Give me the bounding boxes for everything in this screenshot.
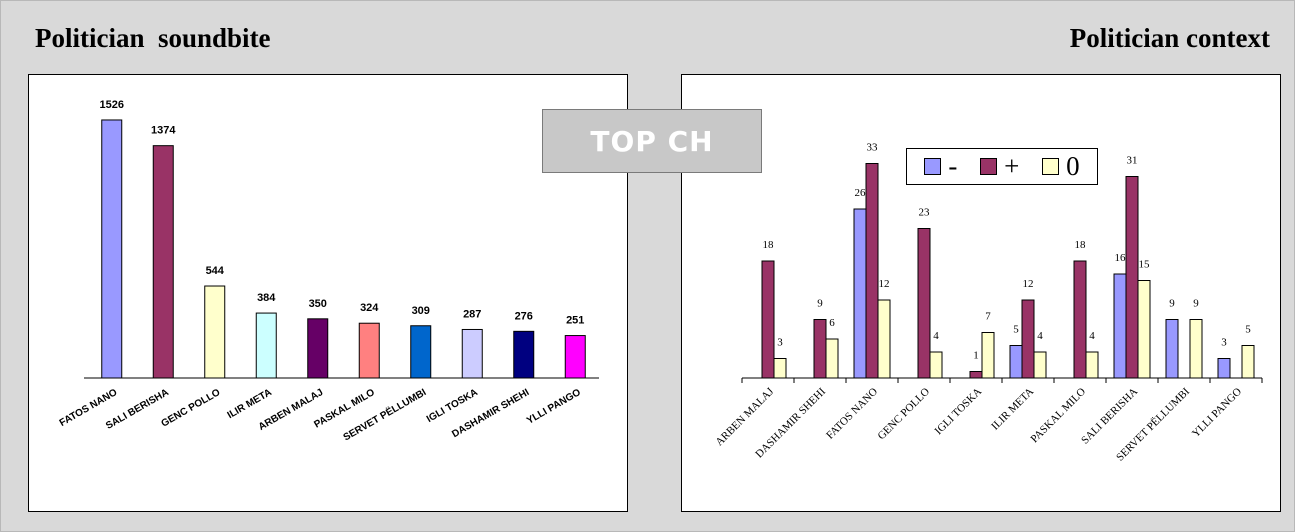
data-label-dashamir-shehi: 276 [515,310,533,322]
tick-label-ylli-pango: YLLI PANGO [525,387,583,427]
right-chart-heading: Politician context [1069,23,1270,53]
data-label-arben-malaj-plus: 18 [763,239,775,251]
data-label-dashamir-shehi-zero: 6 [829,317,835,329]
legend-label-minus: - [948,151,958,181]
bar-fatos-nano-minus [853,208,867,379]
data-label-genc-pollo-plus: 23 [919,207,931,219]
tick-label-igli-toska: IGLI TOSKA [932,386,984,438]
bar-sali-berisha-minus [1113,273,1127,379]
data-label-sali-berisha-zero: 15 [1139,259,1151,271]
bar-ylli-pango [564,335,586,379]
bar-genc-pollo-zero [929,351,943,379]
bar-igli-toska-plus [969,371,983,379]
tick-label-ilir-meta: ILIR META [989,386,1036,433]
tick-label-genc-pollo: GENC POLLO [159,387,222,430]
bar-arben-malaj-zero [773,358,787,379]
bar-servet-p-llumbi-minus [1165,319,1179,379]
data-label-servet-p-llumbi: 309 [412,305,430,317]
data-label-paskal-milo-plus: 18 [1075,239,1087,251]
bar-arben-malaj-plus [761,260,775,379]
bar-igli-toska [461,328,483,379]
bar-fatos-nano [101,119,123,379]
bar-genc-pollo [204,285,226,379]
bar-dashamir-shehi-zero [825,338,839,379]
legend-item-minus: - [924,151,957,182]
tick-label-ilir-meta: ILIR META [226,387,274,421]
tick-label-servet-p-llumbi: SERVET PËLLUMBI [341,385,429,443]
context-chart-legend: - + 0 [906,148,1098,185]
data-label-arben-malaj-zero: 3 [777,337,783,349]
tick-label-fatos-nano: FATOS NANO [824,386,880,442]
bar-ilir-meta-minus [1009,345,1023,379]
bar-dashamir-shehi-plus [813,319,827,379]
bar-sali-berisha [152,145,174,379]
soundbite-chart-panel: 1526 FATOS NANO 1374 SALI BERISHA 544 GENC PO… [28,74,628,512]
tick-label-genc-pollo: GENC POLLO [875,386,932,443]
data-label-genc-pollo-zero: 4 [933,330,939,342]
bar-servet-p-llumbi [410,325,432,379]
context-chart-panel: 18 3 ARBEN MALAJ 9 6 DASHAMIR SHEHI 26 33 12 FATO… [681,74,1281,512]
bar-fatos-nano-plus [865,163,879,379]
data-label-ilir-meta-zero: 4 [1037,330,1043,342]
data-label-ylli-pango: 251 [566,315,584,327]
data-label-dashamir-shehi-plus: 9 [817,298,823,310]
data-label-fatos-nano-zero: 12 [879,278,890,290]
data-label-paskal-milo: 324 [360,302,379,314]
bar-paskal-milo-zero [1085,351,1099,379]
tick-label-paskal-milo: PASKAL MILO [1029,386,1089,446]
bar-servet-p-llumbi-zero [1189,319,1203,379]
legend-label-zero: 0 [1066,151,1080,181]
data-label-ilir-meta: 384 [257,292,276,304]
bar-arben-malaj [307,318,329,379]
bar-sali-berisha-plus [1125,176,1139,379]
legend-label-plus: + [1004,151,1020,181]
left-chart-heading: Politician soundbite [35,23,271,53]
legend-swatch-minus [924,158,942,175]
bar-ilir-meta [255,312,277,379]
data-label-servet-p-llumbi-minus: 9 [1169,298,1175,310]
bar-genc-pollo-plus [917,228,931,379]
data-label-ilir-meta-plus: 12 [1023,278,1034,290]
data-label-igli-toska-plus: 1 [973,350,979,362]
data-label-genc-pollo: 544 [206,265,225,277]
bar-paskal-milo-plus [1073,260,1087,379]
top-ch-badge: TOP CH [542,109,762,173]
legend-item-plus: + [980,151,1019,182]
data-label-igli-toska-zero: 7 [985,311,991,323]
data-label-ylli-pango-minus: 3 [1221,337,1227,349]
data-label-sali-berisha-plus: 31 [1127,155,1138,167]
bar-igli-toska-zero [981,332,995,379]
bar-ilir-meta-zero [1033,351,1047,379]
legend-swatch-plus [980,158,998,175]
data-label-sali-berisha: 1374 [151,125,176,137]
legend-item-zero: 0 [1042,151,1080,182]
data-label-servet-p-llumbi-zero: 9 [1193,298,1199,310]
data-label-arben-malaj: 350 [309,298,327,310]
bar-sali-berisha-zero [1137,280,1151,379]
bar-ylli-pango-minus [1217,358,1231,379]
bar-paskal-milo [358,322,380,379]
data-label-sali-berisha-minus: 16 [1115,252,1127,264]
data-label-fatos-nano: 1526 [100,99,124,111]
data-label-fatos-nano-minus: 26 [855,187,867,199]
data-label-igli-toska: 287 [463,308,481,320]
bar-dashamir-shehi [513,330,535,379]
bar-fatos-nano-zero [877,299,891,379]
bar-ylli-pango-zero [1241,345,1255,379]
tick-label-ylli-pango: YLLI PANGO [1190,386,1244,440]
legend-swatch-zero [1042,158,1060,175]
bar-ilir-meta-plus [1021,299,1035,379]
data-label-ilir-meta-minus: 5 [1013,324,1019,336]
data-label-ylli-pango-zero: 5 [1245,324,1251,336]
data-label-paskal-milo-zero: 4 [1089,330,1095,342]
data-label-fatos-nano-plus: 33 [867,142,879,154]
